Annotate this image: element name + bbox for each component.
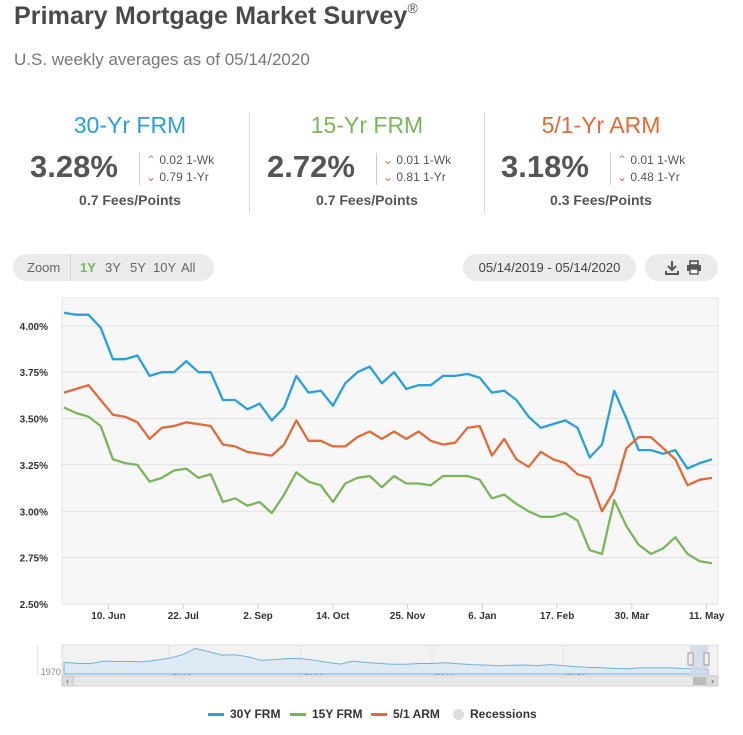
- chevron-down-icon: ⌄: [383, 170, 394, 184]
- stat-separator: [610, 153, 611, 185]
- y-axis-labels: 4.00% 3.75% 3.50% 3.25% 3.00% 2.75% 2.50%: [20, 322, 48, 611]
- zoom-3y-button[interactable]: 3Y: [105, 260, 121, 275]
- chevron-right-icon: ›: [711, 676, 714, 686]
- date-range-button[interactable]: 05/14/2019 - 05/14/2020: [463, 254, 636, 281]
- chevron-down-icon: ⌄: [383, 153, 394, 167]
- print-icon[interactable]: [686, 260, 702, 278]
- x-tick-label: 25. Nov: [390, 611, 426, 622]
- series-line-30y-frm[interactable]: [63, 311, 713, 470]
- registered-mark: ®: [407, 0, 418, 16]
- stat-separator: [139, 153, 140, 185]
- navigator-scrollbar[interactable]: [61, 675, 719, 687]
- plot-area: [61, 297, 719, 605]
- stat-51yr-arm: 5/1-Yr ARM 3.18% ⌃ 0.01 1-Wk ⌄ 0.48 1-Yr…: [486, 112, 716, 208]
- stat-1yr-change: 0.48 1-Yr: [630, 170, 680, 184]
- stat-1yr-change: 0.81 1-Yr: [396, 170, 446, 184]
- chevron-down-icon: ⌄: [617, 170, 628, 184]
- stat-1yr-change: 0.79 1-Yr: [159, 170, 209, 184]
- grid-lines: [62, 325, 718, 605]
- stat-1wk-change: 0.02 1-Wk: [159, 153, 215, 167]
- stat-1wk-change: 0.01 1-Wk: [630, 153, 686, 167]
- x-tick-label: 22. Jul: [168, 611, 199, 622]
- y-tick-label: 3.50%: [20, 415, 48, 426]
- legend-swatch: [208, 713, 224, 717]
- chevron-left-icon: ‹: [66, 676, 69, 686]
- chart-tools: [645, 254, 718, 281]
- zoom-10y-button[interactable]: 10Y: [153, 260, 177, 275]
- zoom-bar: Zoom 1Y 3Y 5Y 10Y All: [13, 254, 214, 281]
- scroll-thumb[interactable]: [693, 677, 706, 685]
- page-subtitle: U.S. weekly averages as of 05/14/2020: [14, 50, 310, 69]
- y-tick-label: 3.00%: [20, 507, 48, 518]
- legend-item-51-arm[interactable]: 5/1 ARM: [371, 707, 440, 721]
- navigator-handle-right[interactable]: [703, 652, 710, 666]
- x-tick-label: 2. Sep: [243, 611, 272, 622]
- page-title: Primary Mortgage Market Survey®: [14, 0, 418, 30]
- stat-divider: [484, 112, 485, 214]
- x-tick-label: 14. Oct: [316, 611, 350, 622]
- navigator-handle-left[interactable]: [687, 652, 694, 666]
- navigator-label: 1970: [41, 667, 61, 677]
- stat-rate: 3.18%: [501, 149, 589, 184]
- stat-name: 30-Yr FRM: [73, 112, 187, 138]
- stat-fees: 0.3 Fees/Points: [550, 192, 652, 208]
- x-tick-label: 6. Jan: [468, 611, 496, 622]
- zoom-all-button[interactable]: All: [181, 260, 196, 275]
- stat-rate: 3.28%: [30, 149, 118, 184]
- y-tick-label: 2.75%: [20, 554, 48, 565]
- stat-fees: 0.7 Fees/Points: [316, 192, 418, 208]
- zoom-separator: [70, 254, 71, 281]
- stat-name: 5/1-Yr ARM: [541, 112, 661, 138]
- legend-swatch: [290, 713, 306, 717]
- series-lines: [63, 311, 713, 565]
- y-tick-label: 4.00%: [20, 322, 48, 333]
- legend-swatch: [371, 713, 387, 717]
- stat-divider: [249, 112, 250, 214]
- x-tick-label: 10. Jun: [91, 611, 125, 622]
- stat-30yr-frm: 30-Yr FRM 3.28% ⌃ 0.02 1-Wk ⌄ 0.79 1-Yr …: [15, 112, 245, 208]
- stat-15yr-frm: 15-Yr FRM 2.72% ⌄ 0.01 1-Wk ⌄ 0.81 1-Yr …: [252, 112, 482, 208]
- arrow-up-icon: ⌃: [617, 153, 628, 167]
- stat-name: 15-Yr FRM: [310, 112, 424, 138]
- y-tick-label: 3.25%: [20, 461, 48, 472]
- x-tick-label: 17. Feb: [540, 611, 574, 622]
- stat-separator: [376, 153, 377, 185]
- series-line-15y-frm[interactable]: [63, 406, 713, 565]
- stat-rate: 2.72%: [267, 149, 355, 184]
- rate-chart: 4.00% 3.75% 3.50% 3.25% 3.00% 2.75% 2.50% 10. …: [20, 297, 725, 687]
- legend-item-15y-frm[interactable]: 15Y FRM: [290, 707, 362, 721]
- legend-item-30y-frm[interactable]: 30Y FRM: [208, 707, 280, 721]
- x-tick-label: 30. Mar: [615, 611, 650, 622]
- navigator-series: [63, 647, 709, 675]
- chevron-down-icon: ⌄: [146, 170, 157, 184]
- stat-fees: 0.7 Fees/Points: [79, 192, 181, 208]
- series-line-5-1-arm[interactable]: [63, 384, 713, 513]
- arrow-up-icon: ⌃: [146, 153, 157, 167]
- y-tick-label: 2.50%: [20, 600, 48, 611]
- scroll-right-button[interactable]: [706, 675, 719, 687]
- y-tick-label: 3.75%: [20, 368, 48, 379]
- zoom-label: Zoom: [27, 260, 61, 275]
- legend-item-recessions[interactable]: Recessions: [453, 707, 537, 721]
- scroll-left-button[interactable]: [61, 675, 74, 687]
- x-axis-labels: 10. Jun 22. Jul 2. Sep 14. Oct 25. Nov 6. Jan…: [91, 604, 725, 622]
- zoom-1y-button[interactable]: 1Y: [80, 260, 96, 275]
- legend-swatch: [453, 709, 464, 721]
- stat-1wk-change: 0.01 1-Wk: [396, 153, 452, 167]
- download-icon[interactable]: [664, 260, 680, 278]
- x-tick-label: 11. May: [689, 611, 725, 622]
- zoom-5y-button[interactable]: 5Y: [130, 260, 146, 275]
